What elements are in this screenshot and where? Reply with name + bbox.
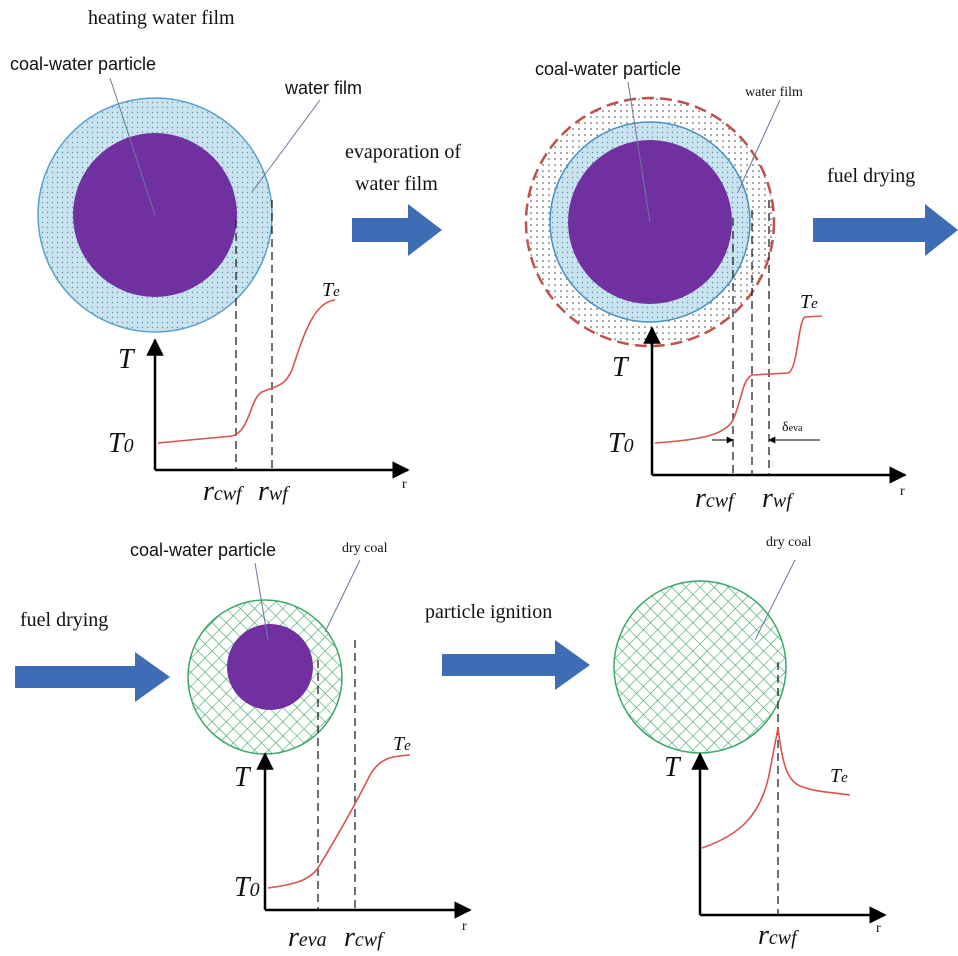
axis-label: r	[900, 484, 905, 499]
arrow	[442, 640, 590, 690]
arrow-label: fuel drying	[827, 165, 915, 187]
label: coal-water particle	[130, 540, 276, 560]
text-part: wf	[269, 483, 290, 505]
tick: rcwf	[695, 483, 736, 514]
text-part: cwf	[706, 490, 736, 512]
particle	[227, 624, 313, 710]
text-part: eva	[299, 929, 327, 951]
text-part: r	[344, 922, 355, 953]
arrow-label: water film	[355, 173, 438, 195]
axis-label: r	[402, 477, 407, 492]
leader	[254, 562, 269, 641]
temp-curve	[654, 315, 823, 444]
text-part: r	[288, 922, 299, 953]
tick: rwf	[762, 483, 794, 514]
te: Te	[322, 279, 340, 301]
text-part: T	[393, 733, 406, 755]
text-part: cwf	[769, 927, 799, 949]
arrow-label: evaporation of	[345, 141, 461, 163]
text-part: cwf	[214, 483, 244, 505]
label: dry coal	[766, 535, 812, 550]
leader	[251, 99, 321, 193]
text-part: e	[404, 738, 411, 754]
temp-curve	[157, 299, 336, 444]
text-part: T	[322, 279, 335, 301]
dry-coal	[613, 580, 787, 754]
leader	[109, 77, 156, 216]
axis-label: r	[462, 919, 467, 934]
text-part: e	[811, 296, 818, 312]
axis-label: T	[664, 752, 682, 783]
text-part: T	[108, 428, 126, 459]
text-part: 0	[250, 879, 260, 901]
t0: T0	[234, 872, 260, 903]
tick: rcwf	[758, 920, 799, 951]
text-part: r	[758, 920, 769, 951]
text-part: T	[234, 872, 252, 903]
t0: T0	[108, 428, 134, 459]
leader	[737, 99, 781, 193]
tick: rcwf	[203, 476, 244, 507]
text-part: e	[841, 770, 848, 786]
text-part: δ	[782, 420, 789, 435]
text-part: r	[258, 476, 269, 507]
text-part: T	[800, 291, 813, 313]
text-part: 0	[624, 435, 634, 457]
tick: rwf	[258, 476, 290, 507]
text-part: r	[762, 483, 773, 514]
arrow	[813, 204, 958, 256]
axis-label: T	[118, 344, 136, 375]
text-part: T	[830, 765, 843, 787]
arrow-label: particle ignition	[425, 601, 552, 623]
text-part: 0	[124, 435, 134, 457]
delta: δeva	[782, 420, 803, 435]
arrow	[15, 652, 170, 702]
label: water film	[745, 85, 803, 100]
text-part: r	[203, 476, 214, 507]
text-part: cwf	[355, 929, 385, 951]
tick: reva	[288, 922, 327, 953]
te: Te	[830, 765, 848, 787]
leader	[324, 559, 361, 633]
leader	[754, 559, 796, 641]
label: coal-water particle	[10, 54, 156, 74]
t0: T0	[608, 428, 634, 459]
te: Te	[800, 291, 818, 313]
label: dry coal	[342, 541, 388, 556]
tick: rcwf	[344, 922, 385, 953]
label: water film	[284, 78, 362, 98]
text-part: e	[333, 284, 340, 300]
arrow-label: fuel drying	[20, 609, 108, 631]
label: coal-water particle	[535, 59, 681, 79]
temp-curve	[267, 754, 411, 889]
axis-label: T	[234, 762, 252, 793]
axis-label: T	[612, 352, 630, 383]
te: Te	[393, 733, 411, 755]
text-part: eva	[789, 423, 803, 434]
axis-label: r	[876, 921, 881, 936]
leader	[627, 81, 651, 223]
temp-curve	[701, 727, 851, 849]
text-part: wf	[773, 490, 794, 512]
arrow	[352, 204, 442, 256]
title: heating water film	[88, 7, 235, 29]
text-part: r	[695, 483, 706, 514]
text-part: T	[608, 428, 626, 459]
